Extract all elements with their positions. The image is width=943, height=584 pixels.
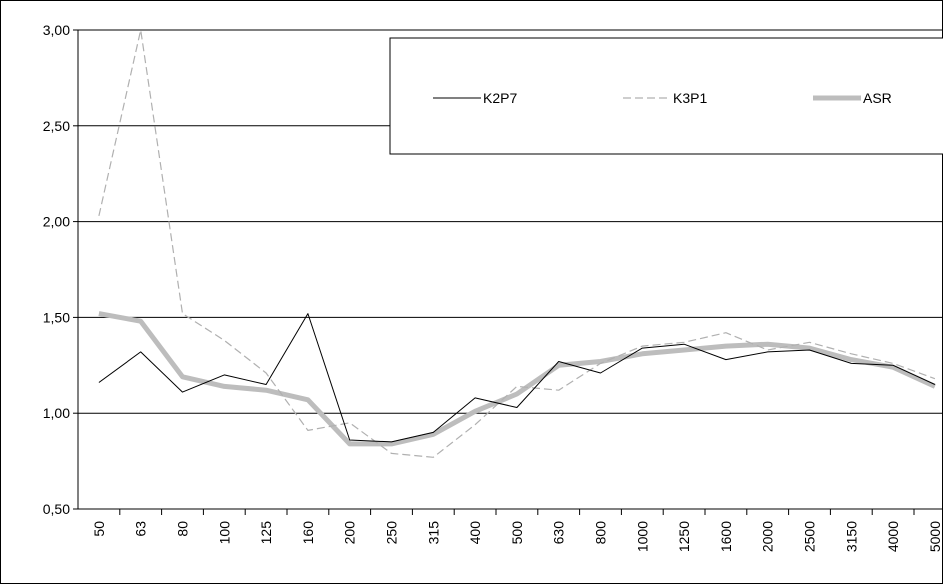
x-tick-label: 2500 — [802, 521, 818, 552]
x-tick-label: 1000 — [634, 521, 650, 552]
series-line — [98, 313, 936, 443]
y-tick-label: 3,00 — [43, 22, 70, 38]
legend-label: ASR — [863, 90, 892, 106]
legend-label: K3P1 — [673, 90, 707, 106]
x-tick-label: 2000 — [760, 521, 776, 552]
y-tick-label: 0,50 — [43, 501, 70, 517]
y-tick-label: 2,00 — [43, 214, 70, 230]
x-tick-label: 125 — [258, 521, 274, 545]
x-tick-label: 400 — [467, 521, 483, 545]
series-line — [98, 311, 936, 447]
x-tick-label: 160 — [300, 521, 316, 545]
x-tick-label: 500 — [509, 521, 525, 545]
x-tick-label: 80 — [175, 521, 191, 537]
y-tick-label: 1,50 — [43, 309, 70, 325]
x-tick-label: 1600 — [718, 521, 734, 552]
x-tick-label: 5000 — [927, 521, 943, 552]
y-tick-label: 1,00 — [43, 405, 70, 421]
x-tick-label: 4000 — [885, 521, 901, 552]
y-tick-label: 2,50 — [43, 118, 70, 134]
series-line — [98, 29, 936, 458]
x-tick-label: 250 — [384, 521, 400, 545]
x-tick-label: 800 — [593, 521, 609, 545]
x-tick-label: 63 — [133, 521, 149, 537]
x-tick-label: 50 — [91, 521, 107, 537]
x-tick-label: 630 — [551, 521, 567, 545]
legend-label: K2P7 — [483, 90, 517, 106]
x-tick-label: 3150 — [843, 521, 859, 552]
x-tick-label: 315 — [425, 521, 441, 545]
x-tick-label: 100 — [216, 521, 232, 545]
x-tick-label: 200 — [342, 521, 358, 545]
x-tick-label: 1250 — [676, 521, 692, 552]
